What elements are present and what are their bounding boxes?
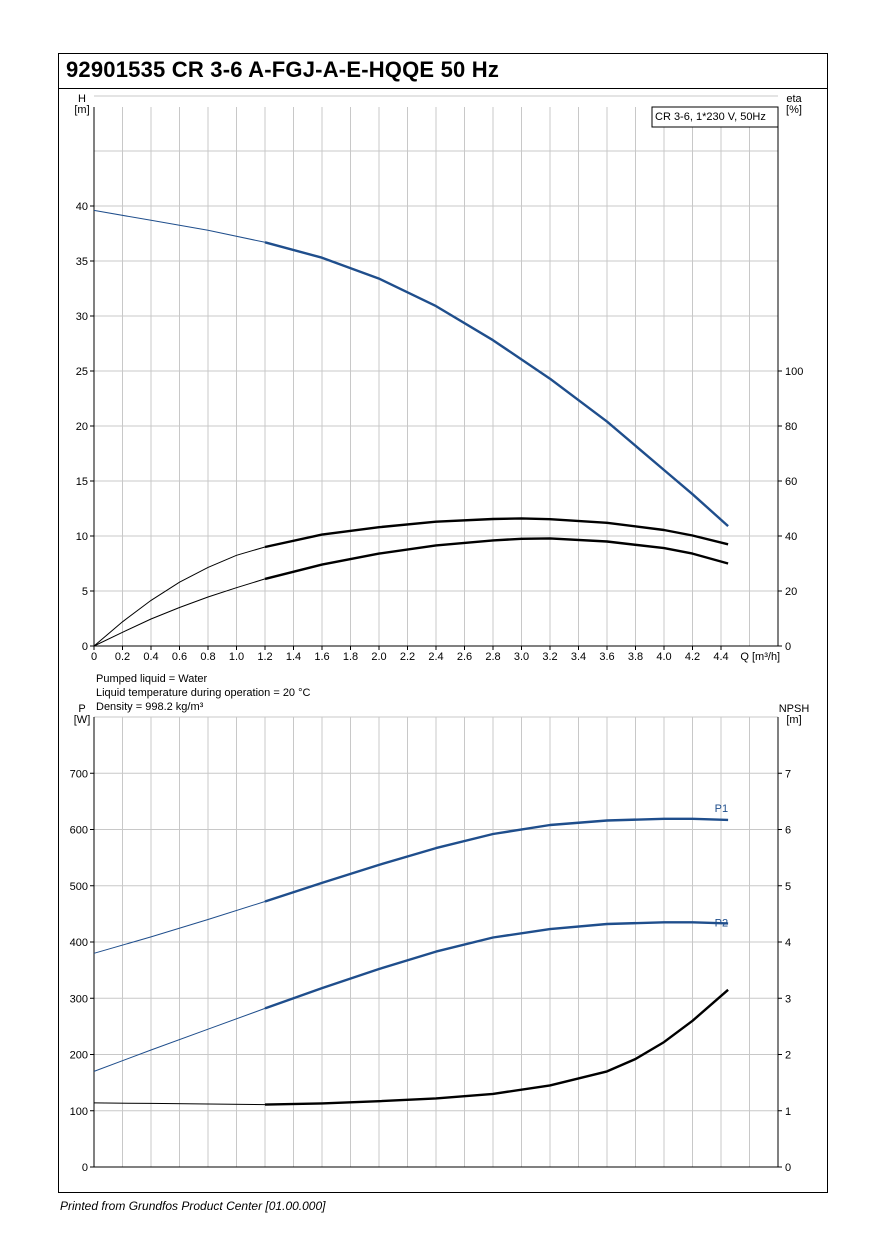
right-tick-label: 4 xyxy=(785,937,791,949)
x-tick-label: 0 xyxy=(91,651,97,663)
series-line xyxy=(264,537,729,581)
x-tick-label: 1.8 xyxy=(343,651,358,663)
right-tick-label: 5 xyxy=(785,881,791,893)
left-tick-label: 20 xyxy=(76,421,88,433)
left-tick-label: 30 xyxy=(76,311,88,323)
x-tick-label: 3.4 xyxy=(571,651,586,663)
legend-text: CR 3-6, 1*230 V, 50Hz xyxy=(655,111,766,123)
right-axis-label: eta xyxy=(786,93,802,105)
x-tick-label: 0.2 xyxy=(115,651,130,663)
right-axis-unit: [%] xyxy=(786,104,802,116)
series-line-extrapolated xyxy=(93,578,266,647)
x-tick-label: 4.4 xyxy=(713,651,728,663)
right-axis-label: NPSH xyxy=(779,703,810,715)
left-axis-label: P xyxy=(78,703,85,715)
x-tick-label: 2.8 xyxy=(485,651,500,663)
left-tick-label: 100 xyxy=(70,1106,88,1118)
right-tick-label: 0 xyxy=(785,1162,791,1174)
left-tick-label: 10 xyxy=(76,531,88,543)
left-tick-label: 300 xyxy=(70,993,88,1005)
series-line xyxy=(264,517,729,549)
left-axis-unit: [m] xyxy=(74,104,89,116)
x-tick-label: 2.6 xyxy=(457,651,472,663)
series-line-extrapolated xyxy=(93,546,266,647)
x-tick-label: 4.0 xyxy=(656,651,671,663)
title-divider xyxy=(58,88,828,89)
left-axis-label: H xyxy=(78,93,86,105)
page-title: 92901535 CR 3-6 A-FGJ-A-E-HQQE 50 Hz xyxy=(66,57,500,82)
right-tick-label: 1 xyxy=(785,1106,791,1118)
left-tick-label: 600 xyxy=(70,825,88,837)
x-tick-label: 4.2 xyxy=(685,651,700,663)
series-line-extrapolated xyxy=(93,901,266,954)
legend-box xyxy=(651,106,779,128)
series-line-extrapolated xyxy=(93,209,266,243)
series-line xyxy=(264,817,729,903)
x-tick-label: 3.2 xyxy=(542,651,557,663)
x-tick-label: 0.6 xyxy=(172,651,187,663)
right-tick-label: 40 xyxy=(785,531,797,543)
left-tick-label: 5 xyxy=(82,586,88,598)
series-line xyxy=(264,988,729,1106)
right-tick-label: 60 xyxy=(785,476,797,488)
right-tick-label: 80 xyxy=(785,421,797,433)
x-tick-label: 2.2 xyxy=(400,651,415,663)
left-axis-unit: [W] xyxy=(74,714,91,726)
chart-frame xyxy=(58,53,828,1193)
liquid-note: Liquid temperature during operation = 20… xyxy=(96,687,311,699)
right-tick-label: 0 xyxy=(785,641,791,653)
left-tick-label: 0 xyxy=(82,641,88,653)
x-tick-label: 0.4 xyxy=(143,651,158,663)
x-tick-label: 3.0 xyxy=(514,651,529,663)
liquid-note: Pumped liquid = Water xyxy=(96,673,208,685)
series-label-p2: P2 xyxy=(715,917,728,929)
right-tick-label: 20 xyxy=(785,586,797,598)
right-tick-label: 2 xyxy=(785,1050,791,1062)
right-tick-label: 100 xyxy=(785,366,803,378)
x-tick-label: 1.0 xyxy=(229,651,244,663)
right-tick-label: 3 xyxy=(785,993,791,1005)
x-tick-label: 1.4 xyxy=(286,651,301,663)
footer-note: Printed from Grundfos Product Center [01… xyxy=(60,1199,326,1213)
x-tick-label: 1.6 xyxy=(314,651,329,663)
series-line-extrapolated xyxy=(93,1102,266,1106)
series-line-extrapolated xyxy=(93,1007,266,1072)
left-tick-label: 500 xyxy=(70,881,88,893)
left-tick-label: 40 xyxy=(76,201,88,213)
x-tick-label: 3.6 xyxy=(599,651,614,663)
x-tick-label: 2.0 xyxy=(371,651,386,663)
left-tick-label: 700 xyxy=(70,768,88,780)
left-tick-label: 400 xyxy=(70,937,88,949)
liquid-note: Density = 998.2 kg/m³ xyxy=(96,701,204,713)
x-tick-label: 1.2 xyxy=(257,651,272,663)
left-tick-label: 200 xyxy=(70,1050,88,1062)
left-tick-label: 35 xyxy=(76,256,88,268)
x-tick-label: 2.4 xyxy=(428,651,443,663)
x-tick-label: 0.8 xyxy=(200,651,215,663)
left-tick-label: 0 xyxy=(82,1162,88,1174)
x-tick-label: 3.8 xyxy=(628,651,643,663)
right-axis-unit: [m] xyxy=(786,714,801,726)
right-tick-label: 6 xyxy=(785,825,791,837)
left-tick-label: 25 xyxy=(76,366,88,378)
series-line xyxy=(264,241,729,527)
series-label-p1: P1 xyxy=(715,803,728,815)
right-tick-label: 7 xyxy=(785,768,791,780)
series-line xyxy=(264,921,729,1010)
left-tick-label: 15 xyxy=(76,476,88,488)
x-axis-label: Q [m³/h] xyxy=(740,651,780,663)
